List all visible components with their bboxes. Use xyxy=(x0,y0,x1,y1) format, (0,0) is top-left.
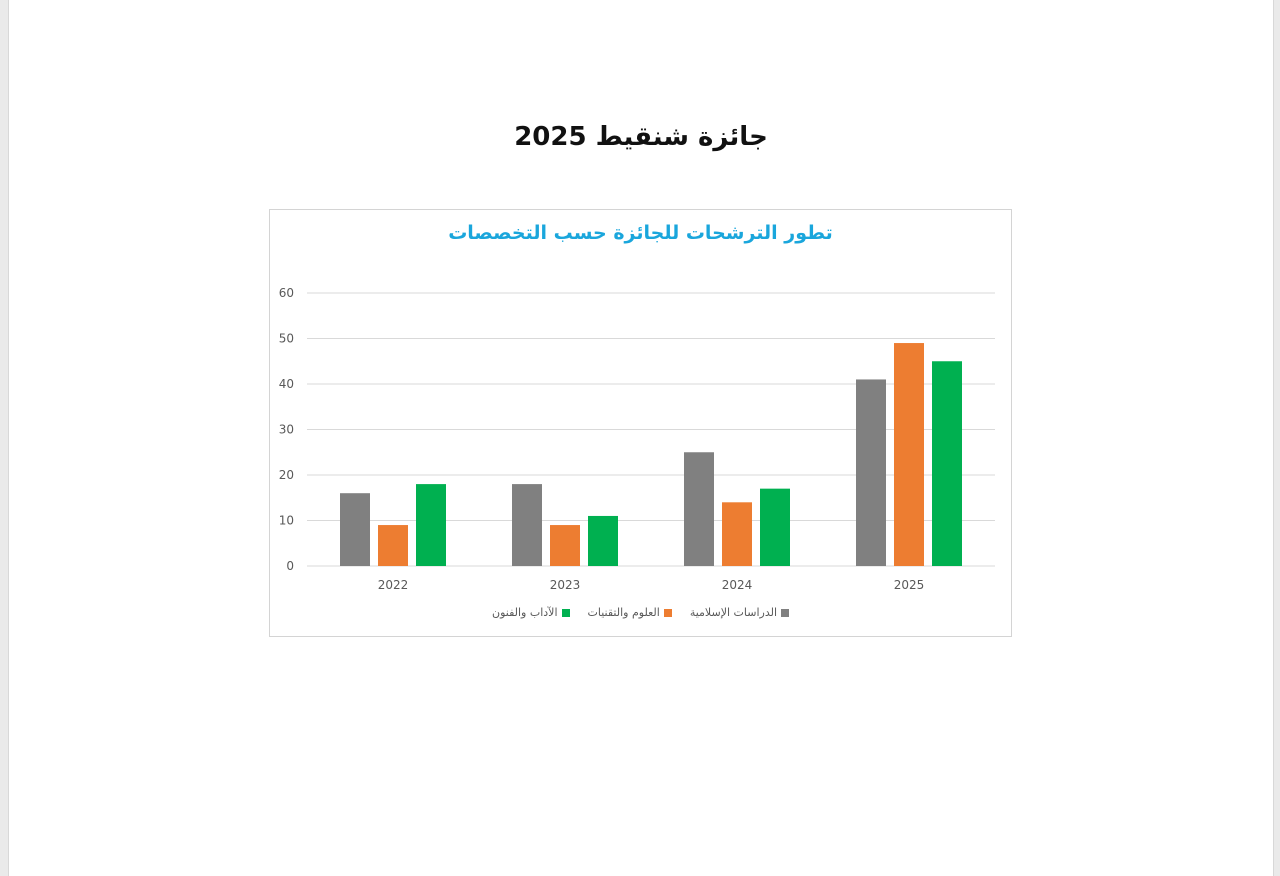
y-tick-label: 60 xyxy=(279,286,294,300)
legend-swatch xyxy=(663,608,672,617)
x-tick-label: 2023 xyxy=(550,578,581,592)
bar-2023-series-1 xyxy=(512,484,542,566)
bar-2022-series-1 xyxy=(340,493,370,566)
bar-2025-series-2 xyxy=(894,343,924,566)
y-tick-label: 20 xyxy=(279,468,294,482)
x-tick-label: 2024 xyxy=(722,578,753,592)
bar-2025-series-1 xyxy=(856,379,886,566)
chart-container: تطور الترشحات للجائزة حسب التخصصات 0 10 20… xyxy=(269,209,1012,637)
y-tick-label: 10 xyxy=(279,514,294,528)
bar-2024-series-3 xyxy=(760,488,790,566)
x-tick-label: 2025 xyxy=(894,578,925,592)
bar-2024-series-2 xyxy=(722,502,752,566)
y-tick-label: 30 xyxy=(279,423,294,437)
bar-2025-series-3 xyxy=(932,361,962,566)
legend-label: العلوم والتقنيات xyxy=(587,606,660,619)
legend-label: الدراسات الإسلامية xyxy=(689,606,778,619)
bar-chart: 0 10 20 30 40 50 60 2022 2023 2024 2025 xyxy=(279,286,995,592)
bar-2022-series-2 xyxy=(378,525,408,566)
chart-legend: الدراسات الإسلامية العلوم والتقنيات الآداب… xyxy=(270,606,1011,619)
legend-item: الآداب والفنون xyxy=(492,606,570,619)
document-title: جائزة شنقيط 2025 xyxy=(514,122,768,152)
x-tick-label: 2022 xyxy=(378,578,409,592)
legend-item: الدراسات الإسلامية xyxy=(689,606,790,619)
bar-2022-series-3 xyxy=(416,484,446,566)
bar-2024-series-1 xyxy=(684,452,714,566)
y-tick-label: 0 xyxy=(286,559,294,573)
legend-label: الآداب والفنون xyxy=(492,606,558,619)
document-page: جائزة شنقيط 2025 تطور الترشحات للجائزة ح… xyxy=(8,0,1274,876)
y-tick-label: 40 xyxy=(279,377,294,391)
legend-item: العلوم والتقنيات xyxy=(588,606,672,619)
bar-2023-series-3 xyxy=(588,515,618,566)
chart-title: تطور الترشحات للجائزة حسب التخصصات xyxy=(448,222,833,244)
legend-swatch xyxy=(781,608,790,617)
legend-swatch xyxy=(561,608,570,617)
y-tick-label: 50 xyxy=(279,332,294,346)
bar-2023-series-2 xyxy=(550,525,580,566)
